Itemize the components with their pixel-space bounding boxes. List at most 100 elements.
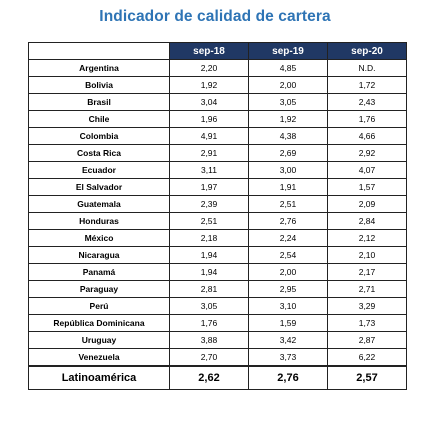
total-value: 2,62 [169,365,249,390]
value-cell: 2,76 [248,212,328,230]
value-cell: 2,51 [248,195,328,213]
table-row: República Dominicana 1,76 1,59 1,73 [28,314,407,332]
value-cell: 1,97 [169,178,249,196]
value-cell: 2,84 [327,212,407,230]
column-header: sep-18 [169,42,249,60]
country-cell: Nicaragua [28,246,170,264]
table-row: Venezuela 2,70 3,73 6,22 [28,348,407,367]
total-row: Latinoamérica 2,62 2,76 2,57 [28,365,407,390]
value-cell: 4,38 [248,127,328,145]
column-header: sep-19 [248,42,328,60]
value-cell: 4,85 [248,59,328,77]
value-cell: 3,73 [248,348,328,367]
table-row: Nicaragua 1,94 2,54 2,10 [28,246,407,264]
value-cell: 1,57 [327,178,407,196]
country-cell: México [28,229,170,247]
value-cell: 3,04 [169,93,249,111]
value-cell: 1,94 [169,246,249,264]
total-value: 2,57 [327,365,407,390]
value-cell: 2,10 [327,246,407,264]
table-row: Costa Rica 2,91 2,69 2,92 [28,144,407,162]
value-cell: 3,10 [248,297,328,315]
table-row: El Salvador 1,97 1,91 1,57 [28,178,407,196]
country-cell: Guatemala [28,195,170,213]
value-cell: 2,00 [248,76,328,94]
value-cell: 2,87 [327,331,407,349]
value-cell: 2,43 [327,93,407,111]
value-cell: 1,92 [169,76,249,94]
value-cell: 3,00 [248,161,328,179]
country-cell: Chile [28,110,170,128]
value-cell: 2,81 [169,280,249,298]
country-cell: Bolivia [28,76,170,94]
total-label: Latinoamérica [28,365,170,390]
value-cell: 2,91 [169,144,249,162]
value-cell: 2,18 [169,229,249,247]
value-cell: 1,96 [169,110,249,128]
table-body: Argentina 2,20 4,85 N.D. Bolivia 1,92 2,00 1,72… [28,59,407,367]
header-corner-cell [28,42,170,60]
table-row: Honduras 2,51 2,76 2,84 [28,212,407,230]
value-cell: 2,70 [169,348,249,367]
value-cell: 3,88 [169,331,249,349]
value-cell: 4,07 [327,161,407,179]
value-cell: N.D. [327,59,407,77]
table-row: Chile 1,96 1,92 1,76 [28,110,407,128]
value-cell: 1,94 [169,263,249,281]
value-cell: 2,17 [327,263,407,281]
value-cell: 6,22 [327,348,407,367]
country-cell: Panamá [28,263,170,281]
country-cell: Costa Rica [28,144,170,162]
value-cell: 1,92 [248,110,328,128]
value-cell: 3,05 [169,297,249,315]
country-cell: Brasil [28,93,170,111]
value-cell: 1,72 [327,76,407,94]
value-cell: 3,42 [248,331,328,349]
country-cell: Venezuela [28,348,170,367]
table-row: Panamá 1,94 2,00 2,17 [28,263,407,281]
country-cell: Argentina [28,59,170,77]
value-cell: 3,29 [327,297,407,315]
value-cell: 2,39 [169,195,249,213]
table-row: Perú 3,05 3,10 3,29 [28,297,407,315]
table-row: Guatemala 2,39 2,51 2,09 [28,195,407,213]
column-header: sep-20 [327,42,407,60]
value-cell: 3,05 [248,93,328,111]
country-cell: República Dominicana [28,314,170,332]
table-row: Uruguay 3,88 3,42 2,87 [28,331,407,349]
value-cell: 1,76 [169,314,249,332]
table-row: Ecuador 3,11 3,00 4,07 [28,161,407,179]
value-cell: 1,91 [248,178,328,196]
country-cell: El Salvador [28,178,170,196]
value-cell: 4,91 [169,127,249,145]
table-row: Bolivia 1,92 2,00 1,72 [28,76,407,94]
country-cell: Colombia [28,127,170,145]
value-cell: 2,95 [248,280,328,298]
value-cell: 2,69 [248,144,328,162]
header-row: sep-18 sep-19 sep-20 [28,42,407,60]
value-cell: 4,66 [327,127,407,145]
value-cell: 1,59 [248,314,328,332]
country-cell: Uruguay [28,331,170,349]
value-cell: 2,54 [248,246,328,264]
table-row: México 2,18 2,24 2,12 [28,229,407,247]
total-value: 2,76 [248,365,328,390]
value-cell: 2,20 [169,59,249,77]
table-row: Argentina 2,20 4,85 N.D. [28,59,407,77]
value-cell: 3,11 [169,161,249,179]
value-cell: 2,51 [169,212,249,230]
country-cell: Perú [28,297,170,315]
value-cell: 2,24 [248,229,328,247]
table-row: Paraguay 2,81 2,95 2,71 [28,280,407,298]
country-cell: Honduras [28,212,170,230]
country-cell: Ecuador [28,161,170,179]
value-cell: 2,71 [327,280,407,298]
value-cell: 1,76 [327,110,407,128]
value-cell: 2,92 [327,144,407,162]
value-cell: 1,73 [327,314,407,332]
value-cell: 2,09 [327,195,407,213]
value-cell: 2,00 [248,263,328,281]
quality-table: sep-18 sep-19 sep-20 Argentina 2,20 4,85 N.… [28,42,407,390]
value-cell: 2,12 [327,229,407,247]
country-cell: Paraguay [28,280,170,298]
